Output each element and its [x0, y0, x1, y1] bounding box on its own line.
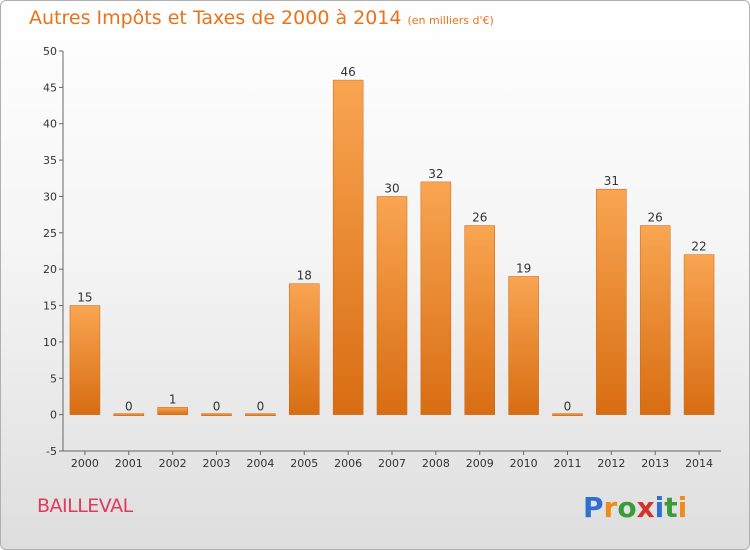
data-label: 32 — [428, 167, 443, 181]
x-tick-label: 2014 — [685, 457, 713, 470]
bar — [69, 305, 101, 415]
bar — [552, 413, 583, 416]
y-tick-label: -5 — [46, 445, 57, 458]
bar — [683, 254, 715, 415]
x-tick-label: 2003 — [203, 457, 231, 470]
y-tick-label: 35 — [43, 154, 57, 167]
data-label: 26 — [472, 211, 487, 225]
data-label: 19 — [516, 261, 531, 275]
chart-title-block: Autres Impôts et Taxes de 2000 à 2014 (en… — [29, 7, 494, 29]
commune-name: BAILLEVAL — [37, 495, 133, 517]
y-tick-label: 30 — [43, 190, 57, 203]
y-tick-label: 5 — [50, 372, 57, 385]
x-tick-label: 2009 — [466, 457, 494, 470]
data-label: 22 — [691, 240, 706, 254]
bar — [508, 276, 539, 415]
chart-title: Autres Impôts et Taxes de 2000 à 2014 — [29, 7, 402, 29]
data-label: 46 — [340, 65, 355, 79]
x-tick-label: 2013 — [641, 457, 669, 470]
x-tick-label: 2005 — [290, 457, 318, 470]
y-tick-label: 0 — [50, 409, 57, 422]
x-tick-label: 2011 — [553, 457, 581, 470]
x-tick-label: 2002 — [159, 457, 187, 470]
y-tick-label: 45 — [43, 81, 57, 94]
x-tick-label: 2012 — [597, 457, 625, 470]
bar — [245, 413, 276, 416]
bar — [639, 225, 671, 415]
bar — [420, 181, 452, 415]
y-tick-label: 10 — [43, 336, 57, 349]
y-tick-label: 20 — [43, 263, 57, 276]
x-tick-label: 2001 — [115, 457, 143, 470]
x-tick-label: 2010 — [510, 457, 538, 470]
y-tick-label: 15 — [43, 300, 57, 313]
data-label: 0 — [257, 400, 265, 414]
x-tick-label: 2000 — [71, 457, 99, 470]
data-label: 15 — [77, 291, 92, 305]
bar — [332, 79, 364, 415]
data-label: 26 — [648, 211, 663, 225]
bar — [289, 283, 320, 415]
proxiti-logo[interactable]: Proxiti — [583, 487, 693, 527]
y-tick-label: 40 — [43, 118, 57, 131]
x-tick-label: 2007 — [378, 457, 406, 470]
data-label: 31 — [604, 174, 619, 188]
y-tick-label: 50 — [43, 45, 57, 58]
bar — [157, 407, 188, 415]
chart-subtitle: (en milliers d'€) — [407, 14, 494, 27]
bar — [376, 196, 408, 415]
y-tick-label: 25 — [43, 227, 57, 240]
bar — [464, 225, 495, 415]
bar — [113, 413, 145, 416]
data-label: 0 — [564, 400, 572, 414]
data-label: 30 — [384, 181, 399, 195]
data-label: 18 — [297, 269, 312, 283]
x-tick-label: 2004 — [246, 457, 274, 470]
x-tick-label: 2008 — [422, 457, 450, 470]
bars — [69, 79, 715, 416]
value-labels: 15 0 1 0 0 18 46 30 32 26 19 0 31 26 22 — [77, 65, 706, 414]
data-label: 1 — [169, 392, 177, 406]
data-label: 0 — [213, 400, 221, 414]
x-tick-label: 2006 — [334, 457, 362, 470]
data-label: 0 — [125, 400, 133, 414]
svg-text:Proxiti: Proxiti — [583, 491, 687, 524]
bar — [201, 413, 232, 416]
bar — [596, 188, 627, 415]
